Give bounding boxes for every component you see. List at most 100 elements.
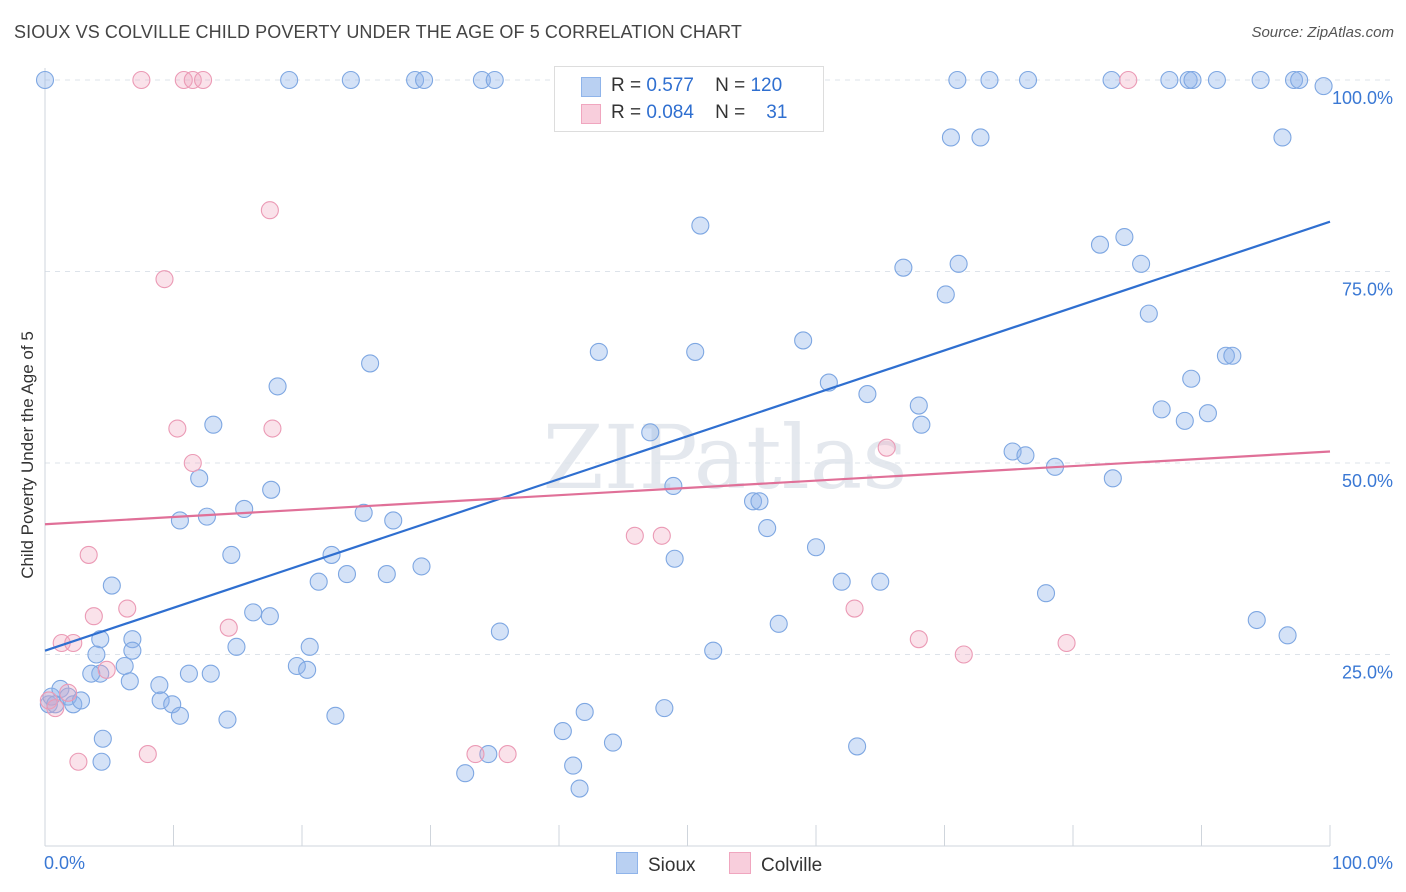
- y-tick-label: 25.0%: [1342, 663, 1393, 683]
- sioux-point: [260, 607, 279, 626]
- sioux-point: [686, 342, 705, 361]
- sioux-point: [575, 702, 594, 722]
- sioux-point: [412, 557, 431, 576]
- sioux-legend-label: Sioux: [648, 855, 696, 876]
- sioux-point: [1160, 70, 1179, 90]
- sioux-point: [912, 415, 931, 434]
- colville-point: [155, 270, 174, 289]
- sioux-point: [309, 572, 328, 591]
- sioux-point: [949, 254, 968, 273]
- legend-n-value: 31: [766, 102, 788, 123]
- sioux-point: [848, 737, 867, 756]
- sioux-point: [190, 469, 209, 488]
- sioux-point: [1103, 469, 1122, 488]
- colville-point: [263, 419, 282, 438]
- x-tick-label: 0.0%: [44, 853, 85, 873]
- sioux-point: [1183, 70, 1202, 90]
- sioux-trend-line: [44, 220, 1331, 652]
- sioux-point: [1016, 446, 1035, 465]
- sioux-point: [1102, 70, 1121, 90]
- sioux-point: [1278, 626, 1297, 645]
- sioux-point: [91, 630, 110, 649]
- sioux-point: [806, 538, 826, 557]
- sioux-point: [341, 70, 360, 90]
- sioux-point: [1179, 70, 1198, 90]
- sioux-point: [1273, 128, 1292, 147]
- colville-point: [1119, 70, 1138, 90]
- sioux-point: [1216, 346, 1235, 365]
- sioux-point: [871, 572, 890, 591]
- sioux-point: [832, 572, 851, 591]
- sioux-point: [218, 710, 237, 729]
- colville-point: [877, 438, 896, 457]
- sioux-point: [179, 664, 198, 683]
- sioux-point: [1090, 235, 1110, 254]
- sioux-point: [262, 480, 281, 499]
- colville-legend-swatch: [729, 852, 751, 874]
- sioux-point: [1247, 610, 1266, 630]
- sioux-point: [268, 377, 287, 396]
- sioux-point: [479, 745, 498, 764]
- sioux-point: [280, 70, 299, 90]
- colville-point: [625, 526, 644, 545]
- y-tick-label: 100.0%: [1332, 88, 1393, 108]
- colville-point: [1057, 633, 1076, 653]
- x-tick-label: 100.0%: [1332, 853, 1393, 873]
- colville-legend-label: Colville: [761, 855, 823, 876]
- sioux-point: [201, 664, 220, 683]
- sioux-point: [1036, 584, 1056, 603]
- sioux-point: [1132, 254, 1151, 273]
- sioux-point: [1139, 304, 1158, 323]
- sioux-point: [769, 614, 788, 633]
- colville-point: [97, 660, 116, 679]
- sioux-point: [1207, 70, 1226, 90]
- sioux-point: [197, 507, 216, 526]
- sioux-point: [980, 70, 999, 90]
- colville-point: [138, 745, 157, 764]
- colville-point: [260, 201, 279, 220]
- sioux-point: [354, 503, 373, 522]
- sioux-point: [553, 722, 572, 741]
- sioux-swatch: [581, 77, 601, 97]
- sioux-point: [1175, 411, 1194, 430]
- sioux-point: [485, 70, 504, 90]
- sioux-point: [120, 672, 139, 691]
- sioux-point: [92, 752, 111, 771]
- sioux-point: [704, 641, 723, 660]
- sioux-legend-swatch: [616, 852, 638, 874]
- sioux-point: [1290, 70, 1309, 90]
- sioux-point: [743, 492, 763, 511]
- sioux-point: [589, 342, 608, 361]
- sioux-point: [909, 396, 928, 415]
- colville-point: [194, 70, 213, 90]
- sioux-point: [287, 656, 306, 676]
- sioux-point: [691, 216, 710, 235]
- sioux-point: [750, 492, 769, 511]
- sioux-point: [115, 656, 134, 676]
- legend-n-value: 120: [750, 75, 783, 96]
- sioux-point: [384, 511, 403, 530]
- colville-point: [183, 453, 202, 473]
- sioux-point: [337, 565, 357, 584]
- sioux-point: [641, 423, 660, 442]
- legend-r-value: 0.084: [646, 102, 694, 123]
- colville-point: [39, 691, 58, 710]
- sioux-point: [665, 549, 684, 568]
- sioux-point: [170, 706, 189, 725]
- sioux-point: [204, 415, 223, 434]
- chart-title: SIOUX VS COLVILLE CHILD POVERTY UNDER TH…: [14, 22, 742, 42]
- colville-point: [219, 618, 238, 637]
- colville-point: [909, 630, 928, 649]
- sioux-point: [377, 565, 396, 584]
- sioux-point: [415, 70, 434, 90]
- sioux-point: [794, 331, 813, 350]
- sioux-point: [123, 641, 142, 660]
- sioux-point: [655, 699, 674, 718]
- sioux-point: [1251, 70, 1270, 90]
- colville-point: [132, 70, 151, 90]
- sioux-point: [1223, 346, 1242, 365]
- legend-r-value: 0.577: [646, 75, 694, 96]
- sioux-point: [235, 499, 254, 519]
- sioux-point: [456, 764, 475, 783]
